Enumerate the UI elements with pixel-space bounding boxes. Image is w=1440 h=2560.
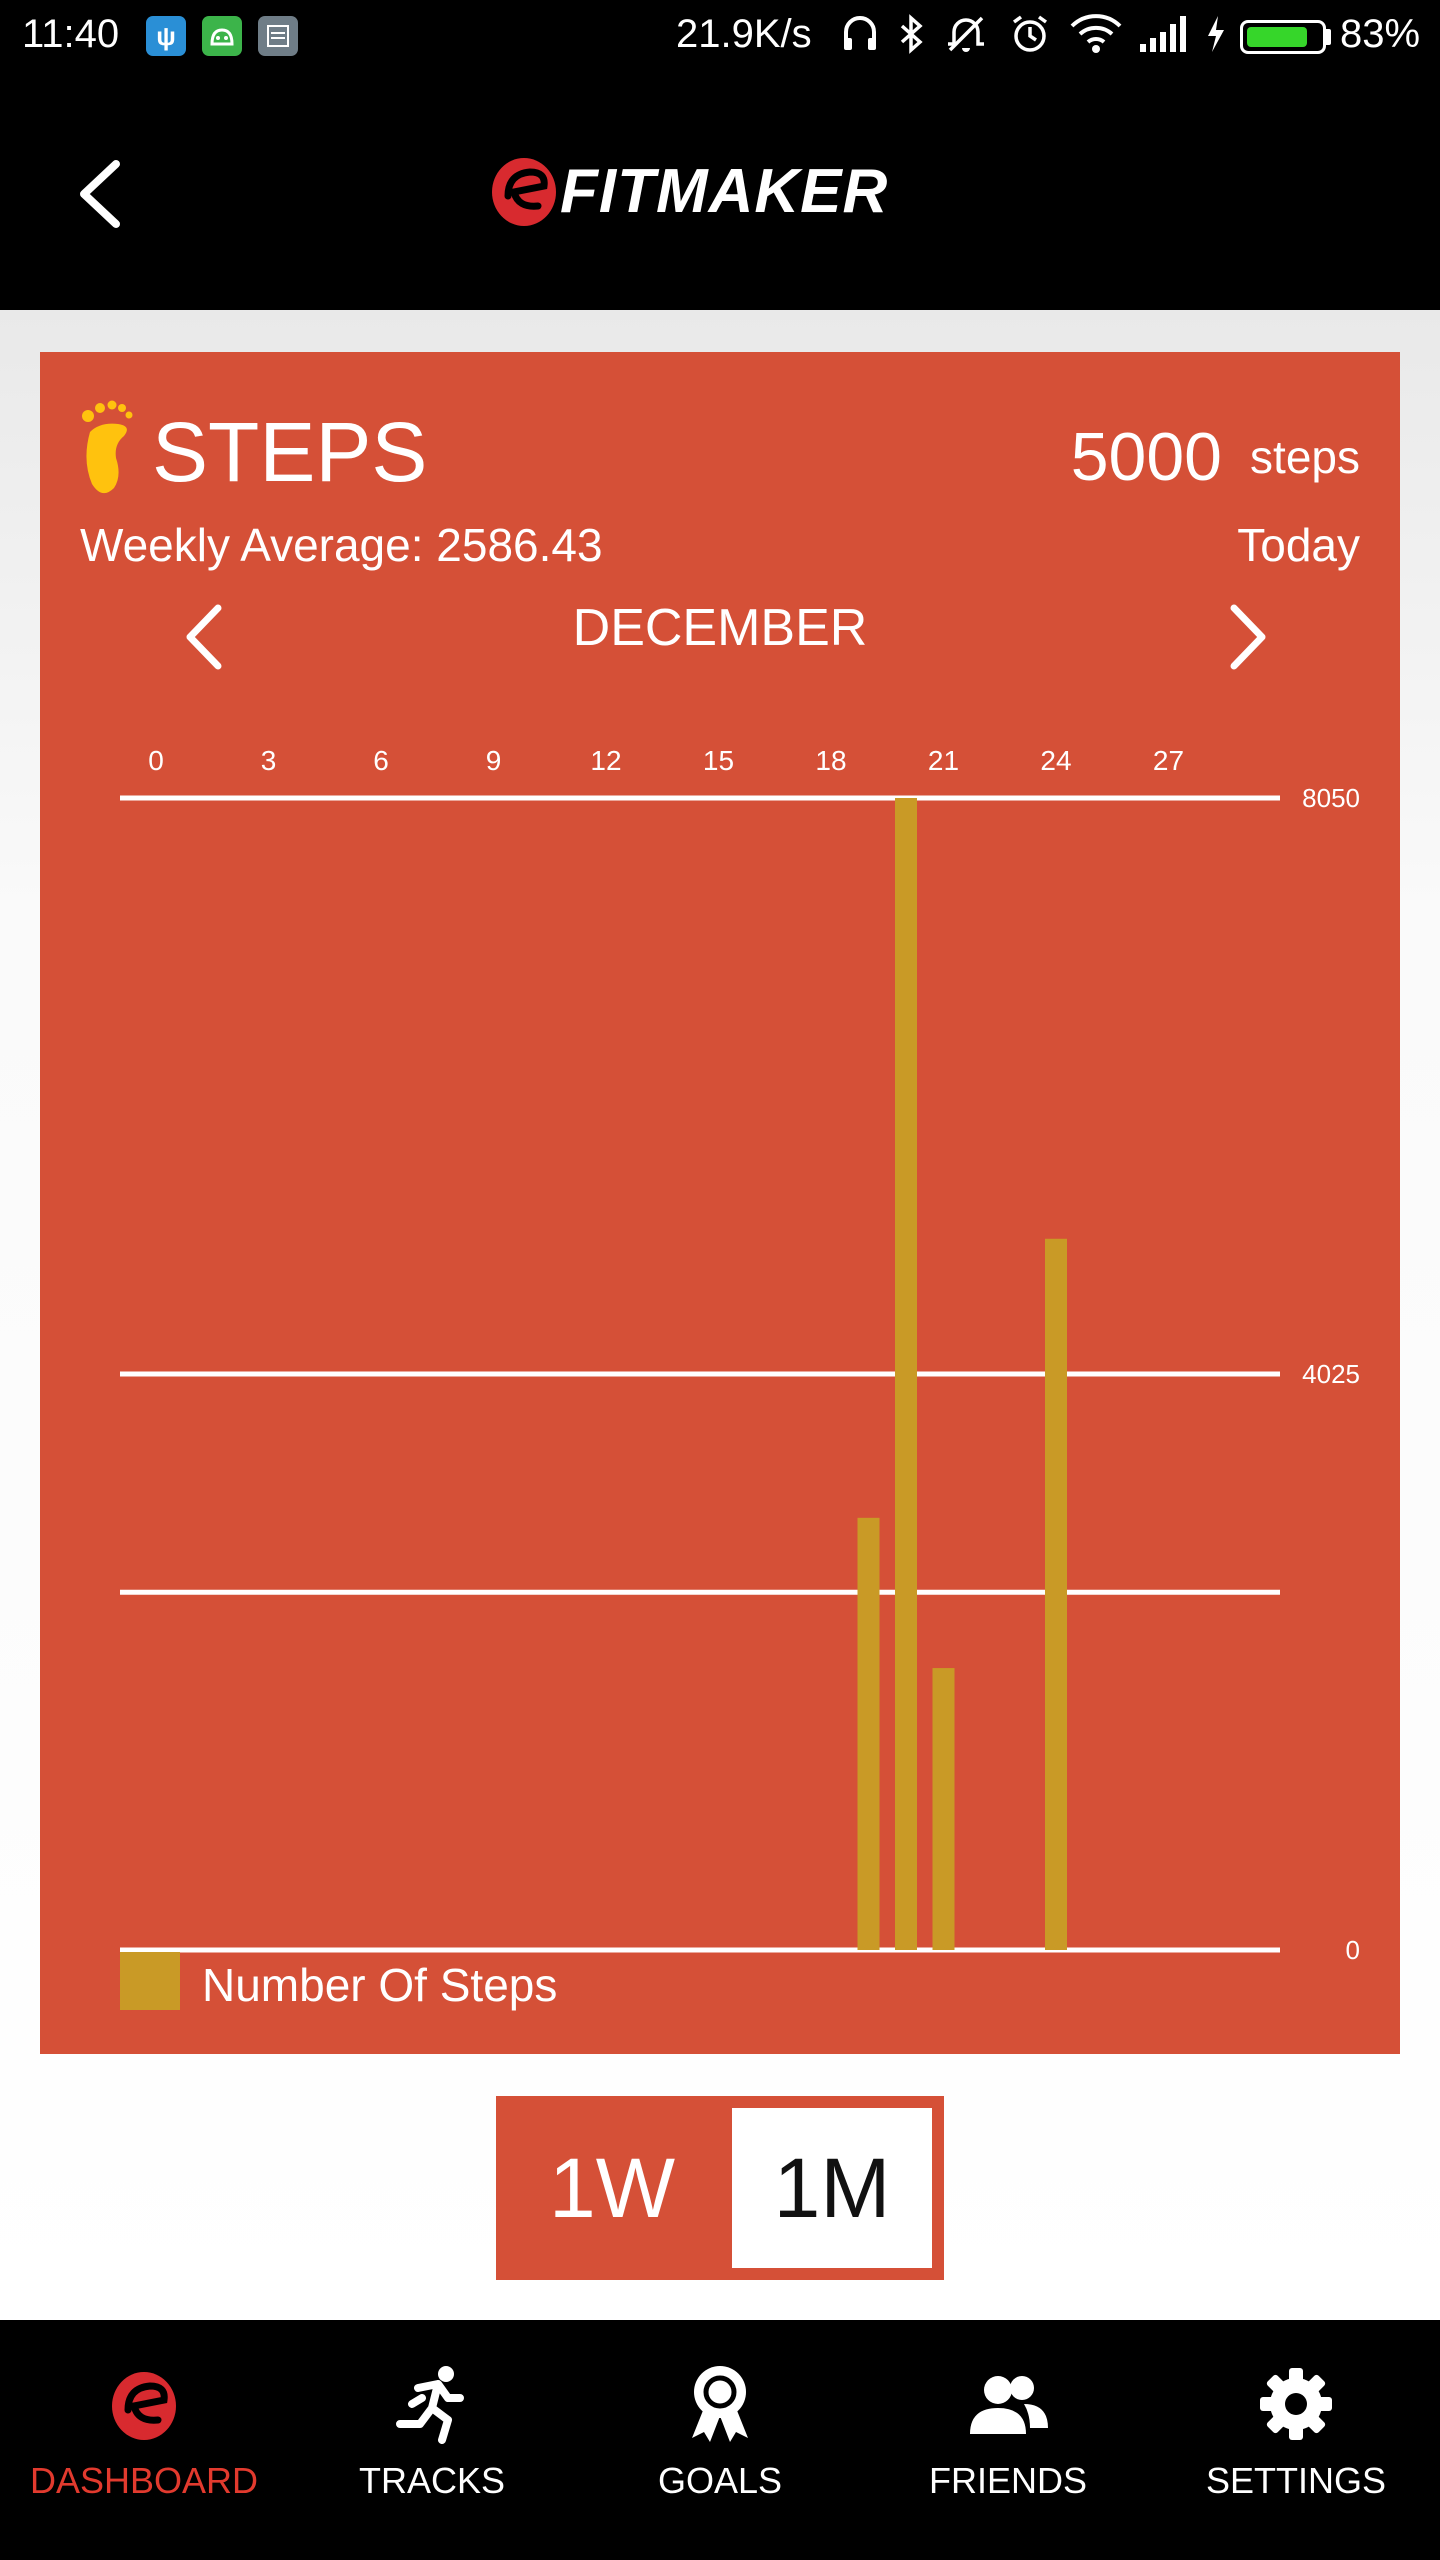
steps-chart: 8050 4025 0 0 3 6 9 12 15 18 21 24 27 xyxy=(120,745,1360,1965)
chart-bar xyxy=(1045,1238,1067,1950)
x-tick-label: 12 xyxy=(590,745,621,776)
chart-bar xyxy=(857,1517,880,1950)
chevron-left-icon xyxy=(80,160,120,228)
y-tick-label: 4025 xyxy=(1302,1359,1360,1389)
nav-label: FRIENDS xyxy=(928,2460,1087,2501)
next-month-button[interactable] xyxy=(1212,592,1282,682)
fitmaker-logo-icon xyxy=(112,2372,176,2440)
x-tick-label: 24 xyxy=(1040,745,1071,776)
status-time: 11:40 xyxy=(22,12,120,56)
chevron-right-icon xyxy=(1230,604,1266,670)
nav-label: SETTINGS xyxy=(1205,2460,1387,2501)
brand-logo: FITMAKER xyxy=(488,152,958,230)
x-tick-label: 27 xyxy=(1153,745,1184,776)
android-icon xyxy=(202,16,242,56)
headset-icon xyxy=(842,14,878,64)
x-tick-label: 18 xyxy=(815,745,846,776)
fitmaker-e-logo-icon xyxy=(492,158,556,226)
x-tick-label: 0 xyxy=(148,745,164,776)
nav-label: TRACKS xyxy=(358,2460,506,2501)
x-tick-label: 15 xyxy=(703,745,734,776)
status-bar: 11:40 ψ 21.9K/s 83% xyxy=(0,0,1440,74)
charging-icon xyxy=(1204,14,1228,64)
period-label: Today xyxy=(1237,519,1360,571)
chart-bar xyxy=(932,1668,955,1950)
goal-unit: steps xyxy=(1250,431,1360,483)
battery-level-fill xyxy=(1247,27,1307,47)
usb-icon: ψ xyxy=(146,16,186,56)
nav-label: GOALS xyxy=(657,2460,783,2501)
legend-swatch xyxy=(120,1952,180,2010)
back-button[interactable] xyxy=(60,144,140,244)
y-tick-label: 0 xyxy=(1346,1935,1360,1965)
nav-tracks[interactable]: TRACKS xyxy=(288,2320,576,2560)
x-tick-label: 3 xyxy=(261,745,277,776)
x-tick-label: 21 xyxy=(928,745,959,776)
foot-icon xyxy=(82,400,133,494)
signal-icon xyxy=(1138,14,1188,64)
range-1m-button[interactable]: 1M xyxy=(732,2108,932,2268)
battery-tip xyxy=(1326,29,1331,45)
goal-value: 5000 xyxy=(1070,419,1222,495)
mute-icon xyxy=(942,14,990,64)
bottom-nav: DASHBOARD TRACKS GOALS FRIENDS xyxy=(0,2320,1440,2560)
nav-friends[interactable]: FRIENDS xyxy=(864,2320,1152,2560)
award-ribbon-icon xyxy=(692,2366,748,2442)
nav-goals[interactable]: GOALS xyxy=(576,2320,864,2560)
wifi-icon xyxy=(1070,14,1122,64)
people-icon xyxy=(970,2376,1048,2434)
bluetooth-icon xyxy=(898,14,926,64)
chevron-left-icon xyxy=(186,604,222,670)
dashboard-page: STEPS 5000 steps Weekly Average: 2586.43… xyxy=(0,310,1440,2320)
steps-card: STEPS 5000 steps Weekly Average: 2586.43… xyxy=(40,352,1400,2054)
network-speed: 21.9K/s xyxy=(676,12,812,56)
weekly-average: Weekly Average: 2586.43 xyxy=(80,519,603,571)
battery-icon xyxy=(1240,20,1326,54)
previous-month-button[interactable] xyxy=(170,592,240,682)
x-tick-label: 6 xyxy=(373,745,389,776)
legend-label: Number Of Steps xyxy=(202,1959,558,2011)
nav-label: DASHBOARD xyxy=(29,2460,259,2501)
y-tick-label: 8050 xyxy=(1302,783,1360,813)
card-title: STEPS xyxy=(152,405,428,499)
chart-bar xyxy=(895,798,917,1950)
battery-percent: 83% xyxy=(1340,12,1421,56)
runner-icon xyxy=(396,2366,464,2444)
alarm-icon xyxy=(1010,14,1050,64)
month-label: DECEMBER xyxy=(572,599,868,657)
range-toggle: 1W 1M xyxy=(496,2096,944,2280)
range-1w-button[interactable]: 1W xyxy=(549,2140,675,2235)
notes-icon xyxy=(258,16,298,56)
brand-name: FITMAKER xyxy=(560,157,889,226)
gear-icon xyxy=(1260,2368,1332,2440)
nav-settings[interactable]: SETTINGS xyxy=(1152,2320,1440,2560)
nav-dashboard[interactable]: DASHBOARD xyxy=(0,2320,288,2560)
x-tick-label: 9 xyxy=(486,745,502,776)
app-header: FITMAKER xyxy=(0,74,1440,310)
